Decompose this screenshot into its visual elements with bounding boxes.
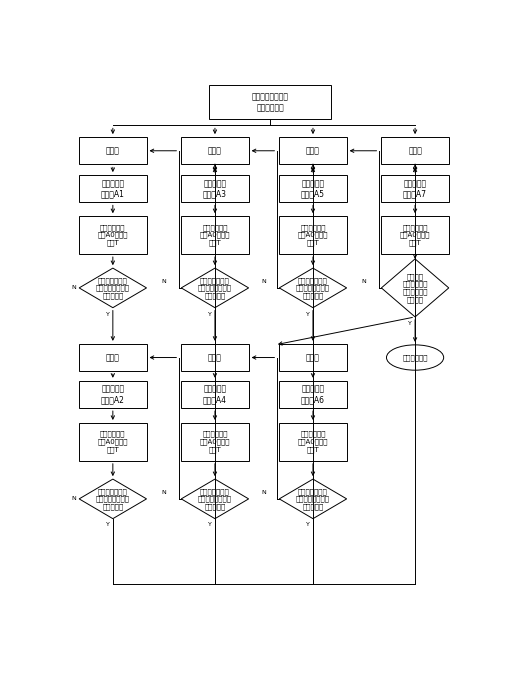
FancyBboxPatch shape <box>279 175 347 203</box>
FancyBboxPatch shape <box>79 175 147 203</box>
Polygon shape <box>279 268 347 308</box>
Text: 阶段五: 阶段五 <box>306 147 320 155</box>
Text: 单体最大电压大
于等于最大允许充
电单体电压: 单体最大电压大 于等于最大允许充 电单体电压 <box>198 277 232 299</box>
Text: 单体最大电压大
于等于最大允许充
电单体电压: 单体最大电压大 于等于最大允许充 电单体电压 <box>296 488 330 510</box>
Text: 充电完成跳转: 充电完成跳转 <box>402 354 428 361</box>
FancyBboxPatch shape <box>79 381 147 408</box>
Text: N: N <box>161 490 167 495</box>
Text: 阶段六: 阶段六 <box>306 353 320 362</box>
Text: Y: Y <box>306 312 310 316</box>
FancyBboxPatch shape <box>181 137 249 164</box>
Text: Y: Y <box>106 523 110 527</box>
Polygon shape <box>279 479 347 519</box>
FancyBboxPatch shape <box>209 85 331 119</box>
Text: N: N <box>161 279 167 284</box>
FancyBboxPatch shape <box>181 381 249 408</box>
FancyBboxPatch shape <box>279 381 347 408</box>
FancyBboxPatch shape <box>181 216 249 254</box>
Text: 单体最大电压大
于等于最大允许充
电单体电压: 单体最大电压大 于等于最大允许充 电单体电压 <box>96 277 130 299</box>
Text: Y: Y <box>306 523 310 527</box>
Text: 最大允许充电
电流A0，持续
时间T: 最大允许充电 电流A0，持续 时间T <box>97 224 128 247</box>
FancyBboxPatch shape <box>279 137 347 164</box>
Text: N: N <box>261 490 266 495</box>
Text: N: N <box>71 286 76 290</box>
Text: N: N <box>261 279 266 284</box>
Text: 最大允许充电
电流A0，持续
时间T: 最大允许充电 电流A0，持续 时间T <box>298 431 328 453</box>
FancyBboxPatch shape <box>279 423 347 461</box>
Text: 最大允许充
电电流A3: 最大允许充 电电流A3 <box>203 179 227 199</box>
Text: 最大允许充
电电流A7: 最大允许充 电电流A7 <box>403 179 427 199</box>
Polygon shape <box>79 268 147 308</box>
Text: 单体最大电压大
于等于最大允许充
电单体电压: 单体最大电压大 于等于最大允许充 电单体电压 <box>96 488 130 510</box>
FancyBboxPatch shape <box>382 216 449 254</box>
Text: 最大允许充电
电流A0，持续
时间T: 最大允许充电 电流A0，持续 时间T <box>200 431 230 453</box>
Text: Y: Y <box>208 312 212 316</box>
Text: 最大允许充电
电流A0，持续
时间T: 最大允许充电 电流A0，持续 时间T <box>200 224 230 247</box>
FancyBboxPatch shape <box>382 137 449 164</box>
Text: 单体最大电压大
于等于最大允许充
电单体电压: 单体最大电压大 于等于最大允许充 电单体电压 <box>296 277 330 299</box>
FancyBboxPatch shape <box>181 423 249 461</box>
Text: Y: Y <box>106 312 110 316</box>
Text: 最大允许充电
电流A0，持续
时间T: 最大允许充电 电流A0，持续 时间T <box>97 431 128 453</box>
Polygon shape <box>79 479 147 519</box>
Text: 阶段四: 阶段四 <box>208 353 222 362</box>
Text: 最大允许充电
电流A0，持续
时间T: 最大允许充电 电流A0，持续 时间T <box>400 224 431 247</box>
Text: 阶段一: 阶段一 <box>106 147 120 155</box>
Text: N: N <box>71 497 76 501</box>
Text: 最大允许充
电电流A4: 最大允许充 电电流A4 <box>203 384 227 404</box>
Text: 最大允许充
电电流A6: 最大允许充 电电流A6 <box>301 384 325 404</box>
Text: 最大允许充电
电流A0，持续
时间T: 最大允许充电 电流A0，持续 时间T <box>298 224 328 247</box>
FancyBboxPatch shape <box>382 175 449 203</box>
FancyBboxPatch shape <box>79 344 147 371</box>
FancyBboxPatch shape <box>279 216 347 254</box>
Text: Y: Y <box>408 321 412 326</box>
Text: 单体最大电压大
于等于最大允许充
电单体电压: 单体最大电压大 于等于最大允许充 电单体电压 <box>198 488 232 510</box>
Text: N: N <box>362 279 366 284</box>
Polygon shape <box>181 479 249 519</box>
Text: 根据温度计算最大
允许充电电流: 根据温度计算最大 允许充电电流 <box>251 92 289 112</box>
Text: 阶段二: 阶段二 <box>106 353 120 362</box>
Text: 单体最大
电压大于等于
最大允许充电
单体电压: 单体最大 电压大于等于 最大允许充电 单体电压 <box>402 273 428 303</box>
FancyBboxPatch shape <box>79 216 147 254</box>
Text: 阶段三: 阶段三 <box>208 147 222 155</box>
FancyBboxPatch shape <box>79 137 147 164</box>
Text: 最大允许充
电电流A5: 最大允许充 电电流A5 <box>301 179 325 199</box>
Text: 最大允许充
电电流A2: 最大允许充 电电流A2 <box>101 384 125 404</box>
FancyBboxPatch shape <box>79 423 147 461</box>
Ellipse shape <box>386 345 444 370</box>
FancyBboxPatch shape <box>181 175 249 203</box>
Text: 最大允许充
电电流A1: 最大允许充 电电流A1 <box>101 179 125 199</box>
FancyBboxPatch shape <box>279 344 347 371</box>
Polygon shape <box>382 259 449 317</box>
Text: Y: Y <box>208 523 212 527</box>
Text: 阶段七: 阶段七 <box>408 147 422 155</box>
Polygon shape <box>181 268 249 308</box>
FancyBboxPatch shape <box>181 344 249 371</box>
